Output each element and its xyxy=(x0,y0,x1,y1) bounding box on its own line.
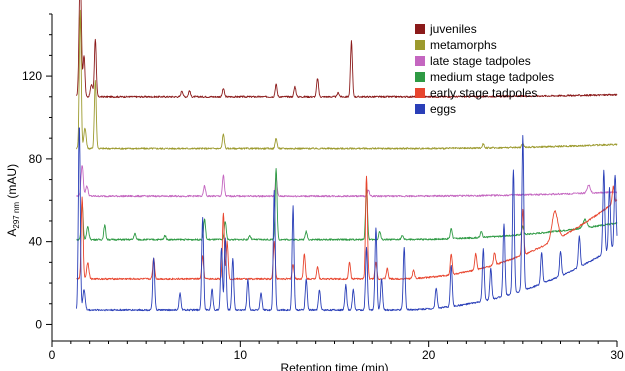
y-tick-label: 40 xyxy=(29,235,43,249)
x-tick-label: 0 xyxy=(49,348,56,362)
legend-swatch xyxy=(415,56,425,66)
legend-label: late stage tadpoles xyxy=(430,54,531,68)
trace-late-stage-tadpoles xyxy=(76,165,618,198)
legend-label: metamorphs xyxy=(430,38,497,52)
y-axis-title-subscript: 297 nm xyxy=(12,202,21,229)
legend-swatch xyxy=(415,72,425,82)
y-axis-title-unit: (mAU) xyxy=(5,164,19,202)
trace-early-stage-tadpoles xyxy=(76,175,618,281)
chromatogram-traces xyxy=(76,0,618,312)
trace-juveniles xyxy=(76,0,618,99)
trace-eggs xyxy=(76,127,618,312)
legend-swatch xyxy=(415,88,425,98)
x-tick-label: 10 xyxy=(234,348,248,362)
legend-label: eggs xyxy=(430,102,456,116)
legend-swatch xyxy=(415,40,425,50)
x-tick-label: 30 xyxy=(610,348,624,362)
y-tick-label: 120 xyxy=(22,69,42,83)
y-axis-ticks: 0 40 80 120 xyxy=(22,13,52,331)
y-tick-label: 80 xyxy=(29,152,43,166)
legend-swatch xyxy=(415,24,425,34)
x-tick-label: 20 xyxy=(422,348,436,362)
y-axis-title-main: A xyxy=(5,229,19,237)
y-axis-title: A297 nm (mAU) xyxy=(5,164,21,237)
y-tick-label: 0 xyxy=(35,317,42,331)
x-axis-title: Retention time (min) xyxy=(280,361,388,371)
trace-medium-stage-tadpoles xyxy=(76,168,618,241)
legend-swatch xyxy=(415,104,425,114)
chart-axes xyxy=(51,14,617,342)
x-axis-ticks: 0 10 20 30 xyxy=(49,341,624,362)
trace-metamorphs xyxy=(76,9,618,150)
legend-label: medium stage tadpoles xyxy=(430,70,554,84)
chart-legend: juveniles metamorphs late stage tadpoles me… xyxy=(415,22,554,116)
legend-label: juveniles xyxy=(429,22,477,36)
legend-label: early stage tadpoles xyxy=(430,86,537,100)
